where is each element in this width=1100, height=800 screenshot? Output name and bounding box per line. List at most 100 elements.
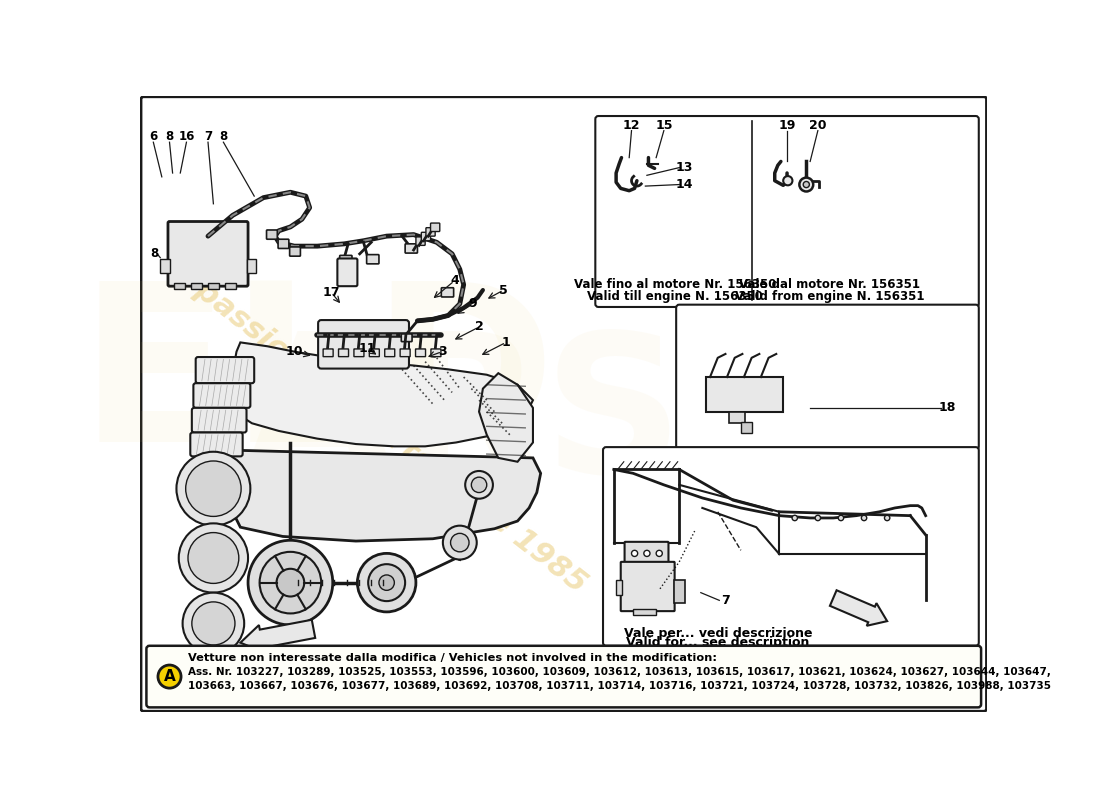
Text: 8: 8 [150, 247, 158, 260]
Text: A: A [164, 669, 175, 684]
FancyBboxPatch shape [676, 305, 979, 450]
FancyBboxPatch shape [595, 116, 979, 307]
FancyBboxPatch shape [416, 237, 425, 246]
Text: Vetture non interessate dalla modifica / Vehicles not involved in the modificati: Vetture non interessate dalla modifica /… [188, 653, 717, 663]
Circle shape [378, 575, 394, 590]
FancyBboxPatch shape [194, 383, 251, 408]
Text: 3: 3 [438, 345, 447, 358]
FancyBboxPatch shape [141, 97, 987, 711]
Circle shape [792, 515, 798, 521]
Circle shape [783, 176, 792, 186]
Polygon shape [224, 450, 541, 541]
FancyBboxPatch shape [430, 223, 440, 231]
FancyBboxPatch shape [339, 349, 349, 357]
Text: 16: 16 [178, 130, 195, 142]
Circle shape [815, 515, 821, 521]
Circle shape [186, 461, 241, 517]
FancyBboxPatch shape [426, 228, 436, 236]
FancyBboxPatch shape [191, 408, 246, 433]
Circle shape [631, 550, 638, 557]
Circle shape [188, 533, 239, 583]
Text: a passion for parts since 1985: a passion for parts since 1985 [165, 256, 593, 598]
Text: 7: 7 [204, 130, 212, 142]
Text: Valid for... see description: Valid for... see description [626, 636, 810, 650]
Text: Vale per... vedi descrizione: Vale per... vedi descrizione [624, 627, 812, 640]
Bar [246, 259, 255, 273]
Text: 5: 5 [499, 283, 508, 297]
Circle shape [368, 564, 405, 601]
FancyBboxPatch shape [318, 320, 409, 369]
FancyBboxPatch shape [190, 433, 243, 456]
FancyBboxPatch shape [603, 447, 979, 646]
Circle shape [861, 515, 867, 521]
FancyBboxPatch shape [431, 349, 441, 357]
Circle shape [248, 540, 332, 625]
Text: 8: 8 [165, 130, 174, 142]
Bar [161, 259, 169, 273]
FancyArrow shape [829, 590, 887, 626]
FancyBboxPatch shape [354, 349, 364, 357]
FancyBboxPatch shape [370, 349, 379, 357]
Circle shape [191, 602, 235, 645]
Text: 103663, 103667, 103676, 103677, 103689, 103692, 103708, 103711, 103714, 103716, : 103663, 103667, 103676, 103677, 103689, … [188, 681, 1050, 691]
Polygon shape [480, 373, 534, 462]
Text: 10: 10 [286, 345, 302, 358]
Text: 20: 20 [810, 118, 826, 132]
Text: 19: 19 [779, 118, 795, 132]
Text: 18: 18 [938, 402, 956, 414]
Circle shape [176, 452, 251, 526]
Bar [674, 579, 685, 602]
Bar [729, 412, 745, 423]
Bar [174, 283, 185, 289]
Circle shape [800, 178, 813, 191]
Circle shape [183, 593, 244, 654]
Bar [741, 422, 751, 434]
Bar [208, 283, 219, 289]
Circle shape [158, 665, 182, 688]
Circle shape [838, 515, 844, 521]
Text: 1: 1 [502, 336, 510, 349]
Bar [191, 283, 202, 289]
Polygon shape [231, 342, 534, 446]
Text: Valid till engine N. 156350: Valid till engine N. 156350 [587, 290, 763, 302]
FancyBboxPatch shape [421, 232, 430, 241]
Text: Vale fino al motore Nr. 156350: Vale fino al motore Nr. 156350 [574, 278, 777, 291]
Circle shape [451, 534, 469, 552]
Text: Vale dal motore Nr. 156351: Vale dal motore Nr. 156351 [739, 278, 920, 291]
Text: 9: 9 [469, 298, 477, 310]
FancyArrow shape [241, 620, 316, 652]
Circle shape [178, 523, 249, 593]
Text: 14: 14 [675, 178, 693, 191]
FancyBboxPatch shape [196, 357, 254, 383]
FancyBboxPatch shape [402, 334, 412, 342]
FancyBboxPatch shape [323, 349, 333, 357]
FancyBboxPatch shape [385, 349, 395, 357]
Text: 2: 2 [475, 321, 483, 334]
FancyBboxPatch shape [266, 230, 277, 239]
Text: ARS: ARS [243, 326, 684, 514]
Circle shape [644, 550, 650, 557]
Text: 13: 13 [675, 161, 693, 174]
FancyBboxPatch shape [620, 562, 674, 611]
Text: 7: 7 [722, 594, 729, 607]
FancyBboxPatch shape [168, 222, 249, 286]
Bar [634, 609, 656, 615]
Circle shape [472, 477, 486, 493]
Circle shape [884, 515, 890, 521]
FancyBboxPatch shape [338, 258, 358, 286]
Text: 8: 8 [219, 130, 228, 142]
Bar [224, 283, 235, 289]
Text: Valid from engine N. 156351: Valid from engine N. 156351 [735, 290, 924, 302]
FancyBboxPatch shape [278, 239, 289, 249]
Text: 11: 11 [359, 342, 376, 355]
FancyBboxPatch shape [340, 255, 352, 265]
Text: 17: 17 [322, 286, 340, 299]
Bar [616, 579, 623, 595]
FancyBboxPatch shape [625, 542, 669, 565]
Text: ELD: ELD [78, 274, 557, 488]
Circle shape [358, 554, 416, 612]
Circle shape [260, 552, 321, 614]
Circle shape [443, 526, 476, 559]
Circle shape [656, 550, 662, 557]
FancyBboxPatch shape [400, 349, 410, 357]
